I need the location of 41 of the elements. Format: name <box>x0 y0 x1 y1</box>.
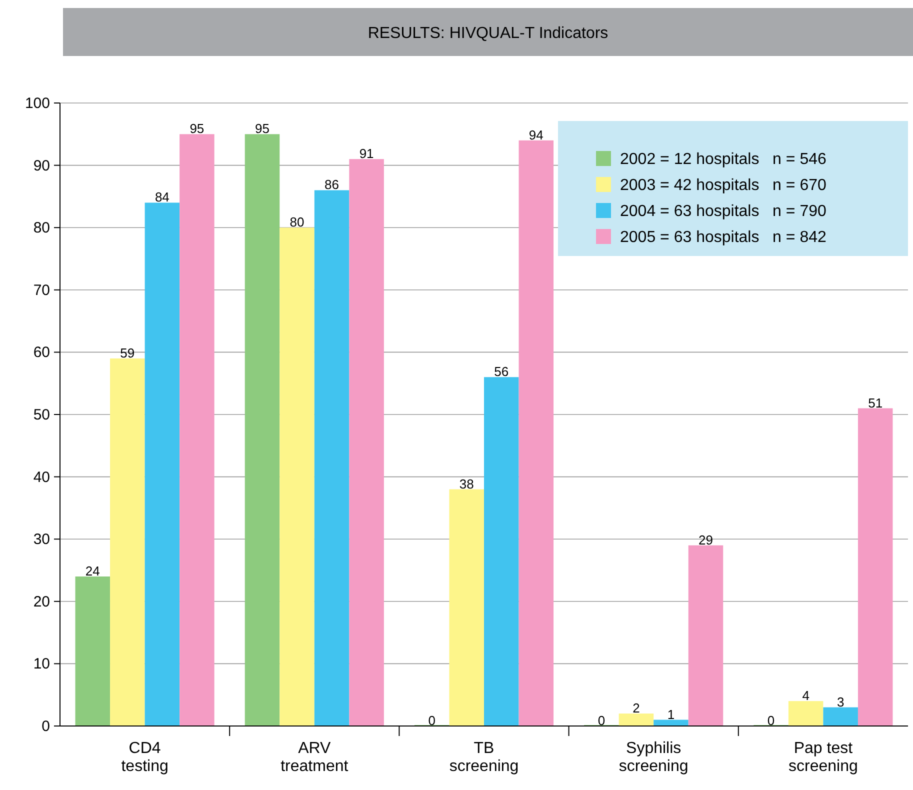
data-label: 51 <box>868 395 883 410</box>
x-tick-label: CD4 testing <box>121 740 168 775</box>
y-tick-label: 90 <box>33 157 50 174</box>
data-label: 38 <box>459 476 474 492</box>
legend-label: 2005 = 63 hospitals n = 842 <box>620 229 826 246</box>
data-label: 91 <box>359 146 374 162</box>
y-tick-label: 70 <box>33 282 50 299</box>
y-tick-label: 50 <box>33 406 50 424</box>
data-label: 0 <box>428 713 436 728</box>
data-label: 95 <box>255 121 270 136</box>
legend-label: 2002 = 12 hospitals n = 546 <box>620 151 826 168</box>
data-label: 80 <box>290 214 304 230</box>
data-label: 1 <box>667 706 675 722</box>
data-label: 94 <box>528 127 544 142</box>
data-label: 4 <box>802 688 810 704</box>
data-label: 86 <box>324 177 340 192</box>
legend-label: 2004 = 63 hospitals n = 790 <box>620 203 826 220</box>
data-label: 2 <box>632 700 640 716</box>
data-label: 84 <box>154 190 170 205</box>
data-label: 95 <box>190 121 204 136</box>
data-label: 59 <box>120 345 135 360</box>
x-tick-label: TB screening <box>449 740 519 775</box>
y-tick-label: 40 <box>33 468 50 486</box>
x-tick-label: Syphilis screening <box>618 740 688 775</box>
y-tick-label: 20 <box>33 593 50 610</box>
data-label: 56 <box>494 364 509 380</box>
data-label: 3 <box>836 694 844 710</box>
y-tick-label: 0 <box>42 718 50 735</box>
data-label: 0 <box>767 713 775 728</box>
y-tick-label: 10 <box>33 656 50 673</box>
x-tick-label: Pap test screening <box>788 740 858 775</box>
y-tick-label: 100 <box>24 95 50 112</box>
y-tick-label: 80 <box>33 220 50 237</box>
y-tick-label: 30 <box>33 531 50 548</box>
data-label: 0 <box>598 713 606 728</box>
chart-title: RESULTS: HIVQUAL-T Indicators <box>368 25 608 42</box>
data-label: 29 <box>698 532 713 548</box>
x-tick-label: ARV treatment <box>280 740 349 775</box>
legend-label: 2003 = 42 hospitals n = 670 <box>620 177 826 194</box>
data-label: 24 <box>85 563 100 578</box>
y-tick-label: 60 <box>33 344 50 362</box>
